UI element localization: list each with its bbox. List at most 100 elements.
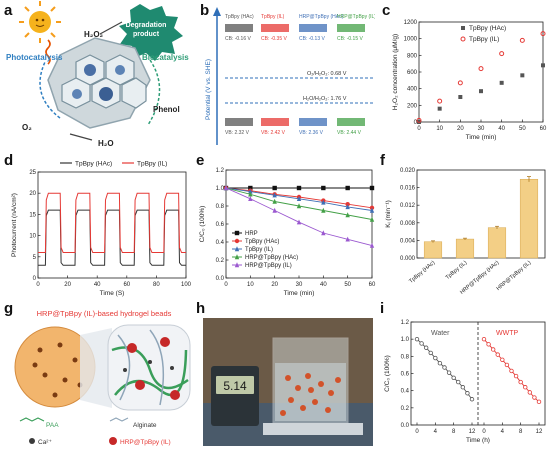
panel-e-point bbox=[248, 191, 253, 197]
panel-c-point bbox=[541, 63, 545, 68]
panel-i-point bbox=[428, 350, 433, 356]
panel-e-ytick-label: 1.0 bbox=[216, 186, 225, 192]
alginate-label: Alginate bbox=[133, 422, 157, 429]
valence-band-bar bbox=[299, 118, 327, 126]
degradation-label-line1: Degradation bbox=[126, 22, 167, 29]
panel-e-ytick-label: 0.8 bbox=[216, 204, 225, 210]
valence-band-label: VB: 2.32 V bbox=[225, 130, 250, 136]
panel-e-legend-marker bbox=[234, 246, 240, 252]
panel-i-point bbox=[532, 395, 537, 400]
panel-label-d: d bbox=[4, 152, 14, 169]
panel-e-point bbox=[296, 185, 302, 191]
h2o-label: H₂O bbox=[98, 139, 114, 148]
panel-c-point bbox=[416, 117, 422, 123]
panel-i-ytick-label: 0.0 bbox=[401, 423, 410, 429]
panel-f-ytick-label: 0.016 bbox=[400, 186, 416, 192]
panel-d-ytick-label: 15 bbox=[29, 212, 36, 218]
panel-c-point bbox=[520, 73, 525, 78]
panel-i-xtick-label: 0 bbox=[482, 429, 486, 435]
panel-d-xlabel: Time (S) bbox=[100, 290, 125, 297]
panel-e-xtick-label: 40 bbox=[320, 282, 327, 288]
panel-i-ylabel: C/C₀ (100%) bbox=[384, 355, 391, 392]
panel-f-ylabel: Kᵢ (min⁻¹) bbox=[385, 200, 392, 228]
valence-band-bar bbox=[225, 118, 253, 126]
panel-e-point bbox=[369, 185, 375, 191]
panel-e-legend-label: TpBpy (IL) bbox=[245, 247, 273, 253]
valence-band-label: VB: 2.44 V bbox=[337, 130, 362, 136]
panel-g-title: HRP@TpBpy (IL)-based hydrogel beads bbox=[37, 309, 172, 318]
panel-i-point bbox=[465, 391, 470, 396]
panel-c-point bbox=[540, 31, 546, 37]
panel-c-point bbox=[458, 95, 463, 99]
panel-i-point bbox=[509, 368, 514, 374]
panel-f-category-label: HRP@TpBpy (IL) bbox=[496, 260, 533, 292]
panel-label-a: a bbox=[4, 2, 13, 19]
panel-e-point bbox=[321, 185, 326, 191]
network-zoom-icon bbox=[107, 324, 191, 411]
panel-c-xtick-label: 0 bbox=[417, 126, 421, 132]
sun-icon bbox=[19, 1, 61, 43]
panel-e-legend-marker bbox=[234, 230, 240, 236]
panel-i-point bbox=[527, 390, 533, 395]
phenol-label: Phenol bbox=[153, 105, 180, 114]
panel-f-ytick-label: 0.008 bbox=[400, 221, 416, 227]
panel-i-ytick-label: 1.0 bbox=[401, 337, 410, 343]
panel-c-xtick-label: 20 bbox=[457, 126, 464, 132]
calcium-ion-icon bbox=[29, 438, 35, 444]
panel-label-f: f bbox=[380, 152, 385, 169]
panel-e-legend-marker bbox=[234, 238, 240, 244]
panel-f-bar bbox=[423, 241, 443, 259]
panel-d-photocurrent-chart: 0 20 40 60 80 100 0 5 10 15 20 25 Time (S) Photocurre… bbox=[11, 161, 192, 298]
conduction-band-label: CB: -0.35 V bbox=[261, 36, 288, 42]
panel-i-ytick-label: 1.2 bbox=[401, 320, 410, 326]
hydrogel-bead-icon bbox=[14, 326, 96, 408]
panel-c-point bbox=[479, 89, 483, 94]
panel-e-degradation-chart: 0 10 20 30 40 50 60 0.0 0.2 0.4 0.6 0.8 1.0 1.2 Time (… bbox=[199, 168, 376, 297]
panel-e-xtick-label: 50 bbox=[344, 282, 351, 288]
panel-c-point bbox=[519, 37, 525, 43]
paa-label: PAA bbox=[46, 422, 59, 429]
material-name-label: TpBpy (HAc) bbox=[225, 14, 254, 20]
panel-c-point bbox=[499, 51, 505, 57]
panel-g-hydrogel-schematic: HRP@TpBpy (IL)-based hydrogel beads PAA … bbox=[14, 309, 191, 446]
panel-b-ylabel: Potential (V vs. SHE) bbox=[205, 59, 212, 120]
panel-e-point bbox=[345, 204, 350, 210]
panel-d-ytick-label: 10 bbox=[29, 234, 36, 240]
panel-c-point bbox=[437, 98, 443, 104]
panel-e-point bbox=[321, 230, 326, 236]
biocatalysis-label: Biocatalysis bbox=[142, 53, 189, 62]
panel-i-matrix-chart: 0.0 0.2 0.4 0.6 0.8 1.0 1.2 C/C₀ (100%) 0 4 8 12 Wat… bbox=[384, 320, 546, 444]
panel-c-point bbox=[437, 106, 442, 111]
panel-e-legend-marker bbox=[234, 254, 240, 260]
panel-i-ytick-label: 0.4 bbox=[401, 389, 410, 395]
panel-c-legend-marker bbox=[460, 36, 466, 42]
valence-band-bar bbox=[337, 118, 365, 126]
panel-c-xtick-label: 50 bbox=[519, 126, 526, 132]
panel-label-e: e bbox=[196, 152, 205, 169]
panel-e-xtick-label: 0 bbox=[224, 282, 228, 288]
panel-e-legend-label: HRP@TpBpy (IL) bbox=[245, 263, 292, 269]
valence-band-label: VB: 2.42 V bbox=[261, 130, 286, 136]
conduction-band-bar bbox=[261, 24, 289, 32]
panel-c-legend-marker bbox=[461, 26, 465, 30]
panel-i-point bbox=[433, 355, 438, 361]
panel-e-point bbox=[321, 199, 326, 205]
conduction-band-label: CB: -0.16 V bbox=[225, 36, 252, 42]
o2-h2o2-level-label: O₂/H₂O₂: 0.68 V bbox=[307, 71, 347, 77]
stir-plate-icon bbox=[263, 423, 363, 435]
panel-e-point bbox=[248, 188, 253, 194]
panel-i-point bbox=[419, 341, 424, 346]
panel-d-ylabel: Photocurrent (nA/cm²) bbox=[11, 193, 18, 257]
panel-e-point bbox=[248, 185, 253, 191]
panel-i-point bbox=[536, 399, 542, 405]
panel-e-point bbox=[345, 212, 350, 218]
panel-label-c: c bbox=[382, 2, 391, 19]
panel-i-point bbox=[513, 373, 519, 379]
panel-c-xtick-label: 10 bbox=[436, 126, 443, 132]
panel-e-point bbox=[248, 196, 253, 201]
panel-e-xtick-label: 30 bbox=[296, 282, 303, 288]
panel-d-legend-label: TpBpy (HAc) bbox=[75, 161, 112, 168]
panel-d-xtick-label: 40 bbox=[94, 282, 101, 288]
panel-e-ytick-label: 0.6 bbox=[216, 222, 225, 228]
